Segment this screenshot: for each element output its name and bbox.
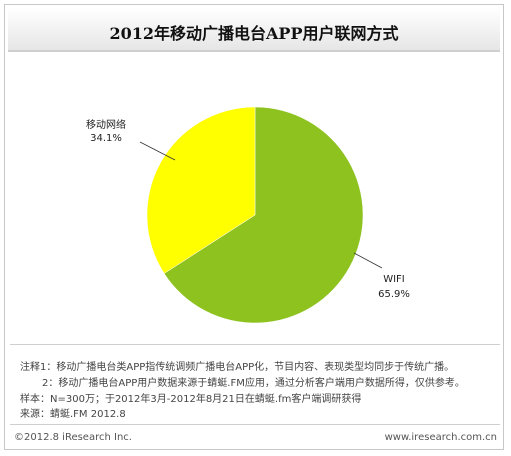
slice-label-wifi: WIFI — [383, 274, 405, 285]
title-bar: 2012年移动广播电台APP用户联网方式 — [8, 8, 500, 52]
divider-top — [10, 344, 500, 345]
note-1: 注释1：移动广播电台类APP指传统调频广播电台APP化，节目内容、表现类型均同步… — [20, 362, 455, 373]
chart-title: 2012年移动广播电台APP用户联网方式 — [109, 24, 399, 43]
slice-value-mobile: 34.1% — [90, 133, 122, 144]
note-source: 来源：蜻蜓.FM 2012.8 — [20, 409, 126, 420]
divider-bottom — [10, 424, 500, 425]
note-sample: 样本：N=300万；于2012年3月-2012年8月21日在蜻蜓.fm客户端调研… — [20, 394, 362, 405]
footer-website: www.iresearch.com.cn — [384, 432, 497, 443]
footer-copyright: ©2012.8 iResearch Inc. — [14, 432, 132, 443]
leader-line-mobile — [139, 141, 176, 161]
leader-line-wifi — [353, 252, 383, 269]
slice-label-mobile: 移动网络 — [86, 118, 126, 131]
pie-slice-wifi — [163, 106, 364, 324]
note-2: 2：移动广播电台APP用户数据来源于蜻蜓.FM应用，通过分析客户端用户数据所得，… — [42, 378, 465, 389]
slice-value-wifi: 65.9% — [378, 289, 410, 300]
pie-slices — [146, 106, 364, 324]
pie-slice-mobile — [146, 106, 256, 274]
